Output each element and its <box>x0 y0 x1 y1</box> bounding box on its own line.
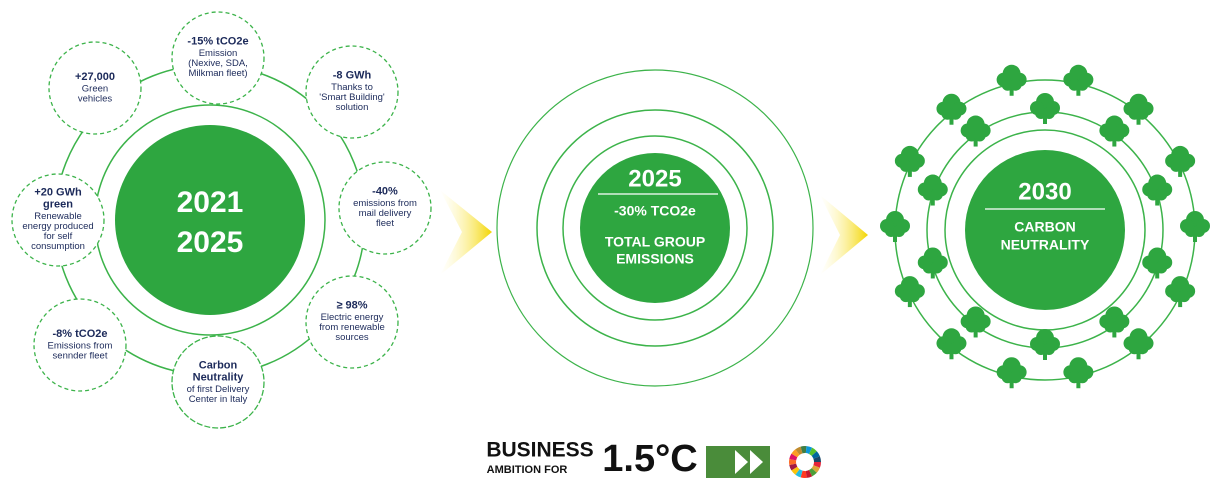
item-text: solution <box>336 102 369 113</box>
tree <box>895 276 925 307</box>
tree-canopy <box>931 189 943 201</box>
label: CARBON <box>1014 219 1075 235</box>
tree-canopy <box>1010 371 1022 383</box>
item-text: consumption <box>31 241 85 252</box>
tree <box>1063 65 1093 96</box>
tree-canopy <box>1155 261 1167 273</box>
tree-canopy <box>949 342 961 354</box>
item-title: ≥ 98% <box>336 299 367 311</box>
center-circle <box>115 125 305 315</box>
tree-canopy <box>1137 108 1149 120</box>
tree-canopy <box>1043 107 1055 119</box>
item-title: Carbon <box>199 359 238 371</box>
arrow <box>440 190 492 275</box>
tree <box>997 357 1027 388</box>
year: 2025 <box>628 165 681 192</box>
item-text: sennder fleet <box>53 351 108 362</box>
logo-value: 1.5°C <box>602 438 697 480</box>
label: NEUTRALITY <box>1001 237 1090 253</box>
tree-canopy <box>931 261 943 273</box>
tree <box>961 116 991 147</box>
tree <box>1124 94 1154 125</box>
tree <box>918 175 948 206</box>
tree <box>895 146 925 177</box>
diagram: 2021 2025 -15% tCO2eEmission(Nexive, SDA… <box>0 0 1215 483</box>
middle-group: 2025 -30% TCO2e TOTAL GROUP EMISSIONS <box>497 70 813 386</box>
tree <box>1165 276 1195 307</box>
tree <box>1099 116 1129 147</box>
item-title: -8 GWh <box>333 69 372 81</box>
tree-canopy <box>1155 189 1167 201</box>
label: EMISSIONS <box>616 251 694 267</box>
tree <box>880 211 910 242</box>
center-text: 2021 <box>177 186 244 219</box>
tree-canopy <box>974 320 986 332</box>
tree-canopy <box>1178 290 1190 302</box>
item-title: Neutrality <box>193 371 245 383</box>
item-text: Center in Italy <box>189 394 248 405</box>
item-text: sources <box>335 332 369 343</box>
right-group: 2030 CARBON NEUTRALITY <box>880 65 1210 388</box>
tree-canopy <box>908 160 920 172</box>
tree <box>997 65 1027 96</box>
tree <box>1142 175 1172 206</box>
tree <box>1180 211 1210 242</box>
tree-canopy <box>1010 79 1022 91</box>
item-text: vehicles <box>78 94 113 105</box>
tree-canopy <box>1178 160 1190 172</box>
item-title: +27,000 <box>75 71 115 83</box>
tree <box>936 94 966 125</box>
tree <box>1063 357 1093 388</box>
tree <box>1030 329 1060 360</box>
tree-canopy <box>974 130 986 142</box>
logo-line2: AMBITION FOR <box>487 464 568 476</box>
tree-canopy <box>949 108 961 120</box>
tree-canopy <box>1112 130 1124 142</box>
tree-canopy <box>1193 225 1205 237</box>
label: TOTAL GROUP <box>605 234 705 250</box>
value: -30% TCO2e <box>614 203 696 219</box>
tree-canopy <box>1043 343 1055 355</box>
item-text: Milkman fleet) <box>188 68 247 79</box>
logo-line1: BUSINESS <box>486 439 593 462</box>
arrow <box>820 195 868 275</box>
tree-canopy <box>908 290 920 302</box>
item-text: fleet <box>376 218 394 229</box>
item-title: +20 GWh <box>34 186 82 198</box>
tree-canopy <box>1112 320 1124 332</box>
left-group: 2021 2025 -15% tCO2eEmission(Nexive, SDA… <box>12 12 431 428</box>
tree <box>918 247 948 278</box>
logo: BUSINESS AMBITION FOR 1.5°C <box>486 438 821 480</box>
tree-canopy <box>1076 79 1088 91</box>
item-title: -15% tCO2e <box>187 35 248 47</box>
year: 2030 <box>1018 178 1071 205</box>
tree-canopy <box>893 225 905 237</box>
center-text: 2025 <box>177 226 244 259</box>
sdg-wheel <box>789 446 821 478</box>
item-title: -40% <box>372 185 398 197</box>
tree <box>1142 247 1172 278</box>
item-title: -8% tCO2e <box>52 328 107 340</box>
tree <box>1030 93 1060 124</box>
tree-canopy <box>1137 342 1149 354</box>
item-title: green <box>43 198 73 210</box>
tree-canopy <box>1076 371 1088 383</box>
tree <box>1165 146 1195 177</box>
